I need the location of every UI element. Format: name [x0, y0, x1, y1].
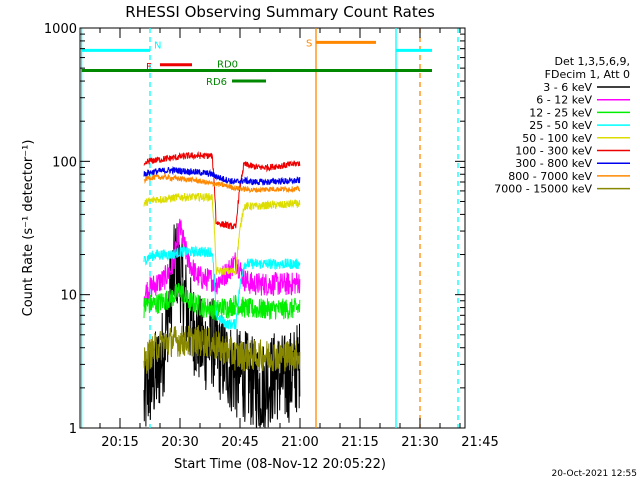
y-axis-label: Count Rate (s⁻¹ detector⁻¹): [21, 140, 36, 317]
series-line-7: [143, 172, 301, 194]
legend-label-1: 6 - 12 keV: [536, 94, 592, 107]
series-line-5: [143, 151, 301, 230]
legend-label-6: 300 - 800 keV: [515, 157, 592, 170]
y-tick-label-2: 100: [52, 155, 77, 170]
flag-label-n: N: [154, 40, 161, 51]
flag-bars: N S F RD0 RD6: [81, 38, 432, 88]
chart-title: RHESSI Observing Summary Count Rates: [125, 3, 435, 21]
legend-label-7: 800 - 7000 keV: [508, 170, 592, 183]
x-tick-label-6: 21:45: [461, 435, 498, 450]
series-line-0: [143, 223, 301, 429]
x-tick-label-5: 21:30: [401, 435, 438, 450]
y-tick-label-0: 1: [69, 422, 77, 437]
x-tick-label-3: 21:00: [281, 435, 318, 450]
series-line-6: [143, 165, 301, 186]
footer-timestamp: 20-Oct-2021 12:55: [552, 469, 637, 479]
flag-label-f: F: [146, 62, 152, 73]
flag-label-rd0: RD0: [217, 60, 238, 71]
legend-label-0: 3 - 6 keV: [543, 81, 592, 94]
legend-label-5: 100 - 300 keV: [515, 145, 592, 158]
legend: Det 1,3,5,6,9,FDecim 1, Att 03 - 6 keV6 …: [494, 55, 630, 196]
x-tick-label-4: 21:15: [341, 435, 378, 450]
series-line-3: [143, 245, 301, 330]
legend-label-4: 50 - 100 keV: [522, 132, 592, 145]
x-tick-label-2: 20:45: [221, 435, 258, 450]
series-line-4: [143, 192, 301, 276]
flag-label-rd6: RD6: [206, 77, 227, 88]
y-tick-label-1: 10: [60, 289, 77, 304]
legend-label-3: 25 - 50 keV: [529, 119, 592, 132]
x-axis-label: Start Time (08-Nov-12 20:05:22): [174, 457, 386, 472]
axes: 1 10 100 1000 20:15 20:30 20:45 21:00 21:15 21:30…: [44, 22, 499, 450]
y-tick-label-3: 1000: [44, 22, 77, 37]
x-tick-label-0: 20:15: [101, 435, 138, 450]
series-line-8: [143, 325, 301, 374]
x-tick-label-1: 20:30: [161, 435, 198, 450]
legend-label-8: 7000 - 15000 keV: [494, 183, 592, 196]
legend-header-1: FDecim 1, Att 0: [545, 68, 630, 81]
series-line-2: [143, 282, 301, 321]
series-layer: [143, 151, 301, 429]
legend-header-0: Det 1,3,5,6,9,: [554, 55, 630, 68]
legend-label-2: 12 - 25 keV: [529, 106, 592, 119]
flag-label-s: S: [306, 38, 312, 49]
